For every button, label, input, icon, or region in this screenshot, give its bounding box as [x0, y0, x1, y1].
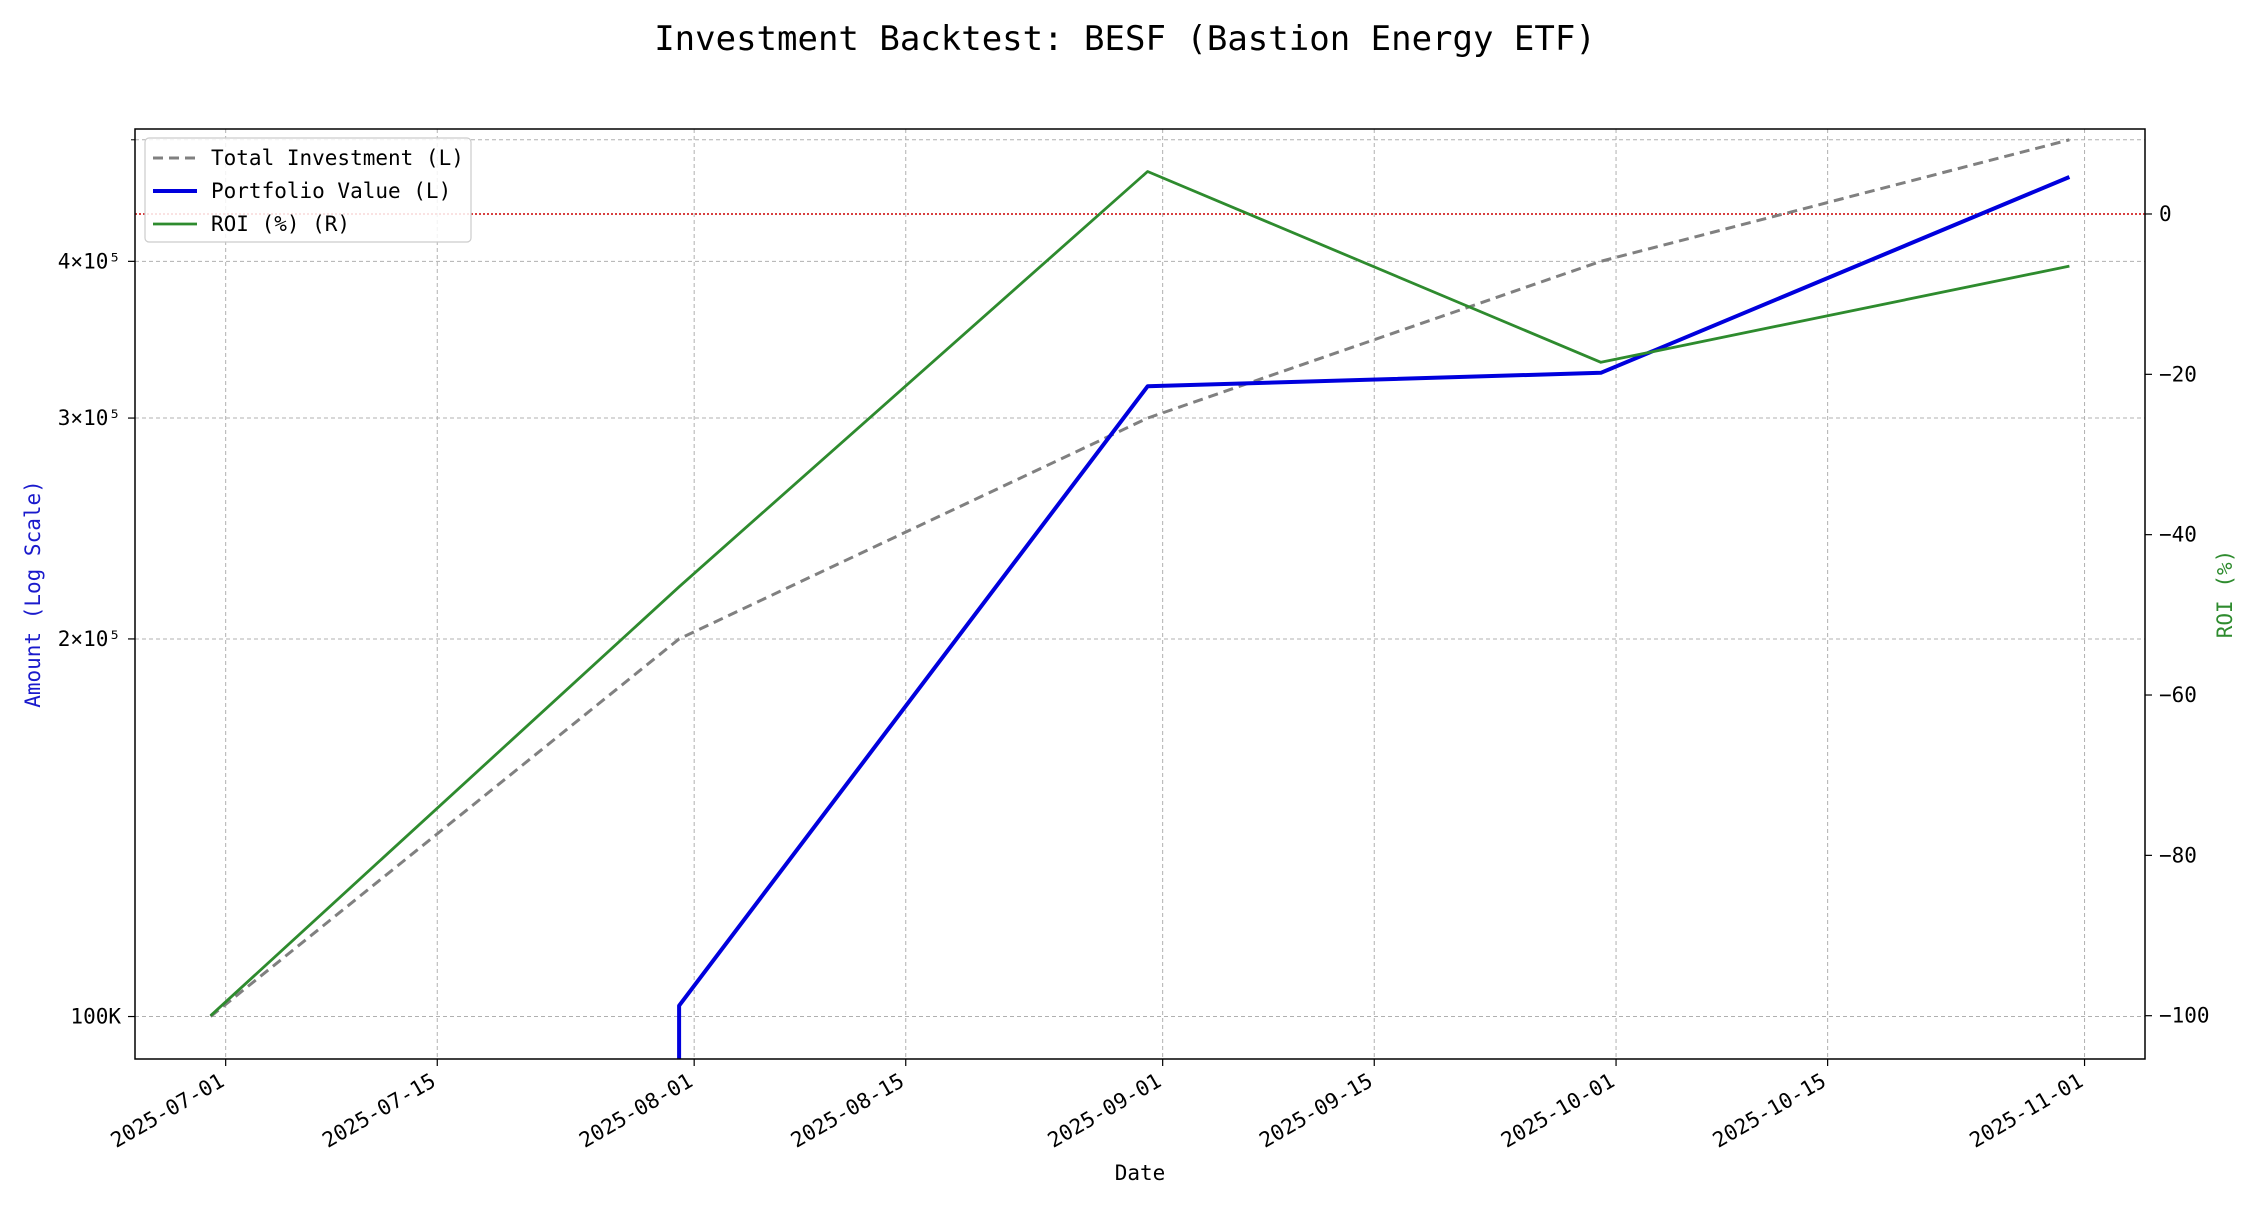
y-left-tick-label: 3×10⁵ [58, 406, 121, 430]
y-right-tick-label: 0 [2159, 202, 2172, 226]
y-right-tick-label: −100 [2159, 1004, 2210, 1028]
x-tick-label: 2025-11-01 [1966, 1069, 2087, 1153]
x-axis-label: Date [1115, 1161, 1166, 1185]
y-axis-label-right: ROI (%) [2213, 550, 2237, 639]
chart-title: Investment Backtest: BESF (Bastion Energ… [654, 19, 1596, 59]
x-tick-label: 2025-10-15 [1709, 1069, 1830, 1153]
grid-lines [135, 129, 2145, 1059]
x-tick-label: 2025-09-01 [1044, 1069, 1165, 1153]
y-right-tick-label: −40 [2159, 523, 2197, 547]
y-right-tick-label: −60 [2159, 683, 2197, 707]
legend-label: Total Investment (L) [211, 146, 464, 170]
x-tick-label: 2025-08-15 [787, 1069, 908, 1153]
y-left-tick-label: 4×10⁵ [58, 249, 121, 273]
legend-box [144, 137, 472, 243]
legend-label: Portfolio Value (L) [211, 179, 451, 203]
y-left-tick-label: 100K [70, 1005, 121, 1029]
x-tick-label: 2025-07-01 [107, 1069, 228, 1153]
x-tick-label: 2025-10-01 [1497, 1069, 1618, 1153]
series-line-2 [677, 175, 2071, 1059]
plot-frame [134, 128, 2146, 1060]
y-right-tick-label: −20 [2159, 362, 2197, 386]
x-tick-label: 2025-07-15 [318, 1069, 439, 1153]
series-lines [209, 138, 2071, 1059]
series-line-3 [209, 170, 2070, 1017]
y-right-tick-label: −80 [2159, 843, 2197, 867]
series-line-1 [209, 138, 2070, 1018]
y-left-tick-label: 2×10⁵ [58, 627, 121, 651]
axes: 2025-07-01 2025-07-15 2025-08-01 2025-08-15… [58, 139, 2210, 1153]
x-tick-label: 2025-08-01 [575, 1069, 696, 1153]
legend-label: ROI (%) (R) [211, 212, 350, 236]
y-axis-label-left: Amount (Log Scale) [21, 480, 45, 708]
legend: Total Investment (L) Portfolio Value (L) R… [144, 137, 472, 243]
x-tick-label: 2025-09-15 [1255, 1069, 1376, 1153]
